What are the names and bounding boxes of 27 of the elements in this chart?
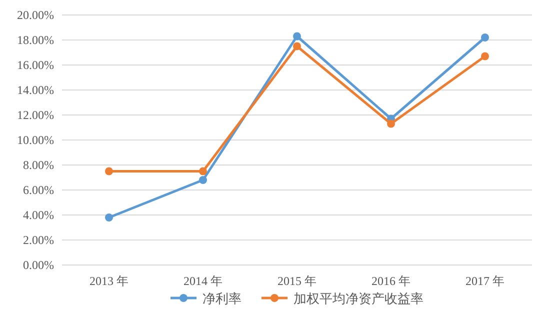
y-tick-label: 0.00% (23, 258, 54, 272)
point (199, 176, 207, 184)
legend-label: 净利率 (202, 291, 242, 306)
y-tick-label: 18.00% (17, 33, 54, 47)
x-tick-label: 2017 年 (466, 274, 504, 288)
point (105, 214, 113, 222)
point (293, 32, 301, 40)
legend-label: 加权平均净资产收益率 (294, 291, 424, 306)
point (387, 120, 395, 128)
x-tick-label: 2016 年 (372, 274, 410, 288)
y-tick-label: 4.00% (23, 208, 54, 222)
point (105, 167, 113, 176)
y-tick-label: 16.00% (17, 58, 54, 72)
y-tick-label: 8.00% (23, 158, 54, 172)
point (481, 34, 489, 42)
x-tick-label: 2013 年 (90, 274, 128, 288)
y-tick-label: 12.00% (17, 108, 54, 122)
point (293, 42, 301, 50)
y-tick-label: 20.00% (17, 8, 54, 22)
y-tick-label: 2.00% (23, 233, 54, 247)
y-tick-label: 10.00% (17, 133, 54, 147)
point (481, 52, 489, 60)
y-tick-label: 14.00% (17, 83, 54, 97)
y-tick-label: 6.00% (23, 183, 54, 197)
x-tick-label: 2015 年 (278, 274, 316, 288)
x-tick-label: 2014 年 (184, 274, 222, 288)
point (199, 167, 207, 176)
